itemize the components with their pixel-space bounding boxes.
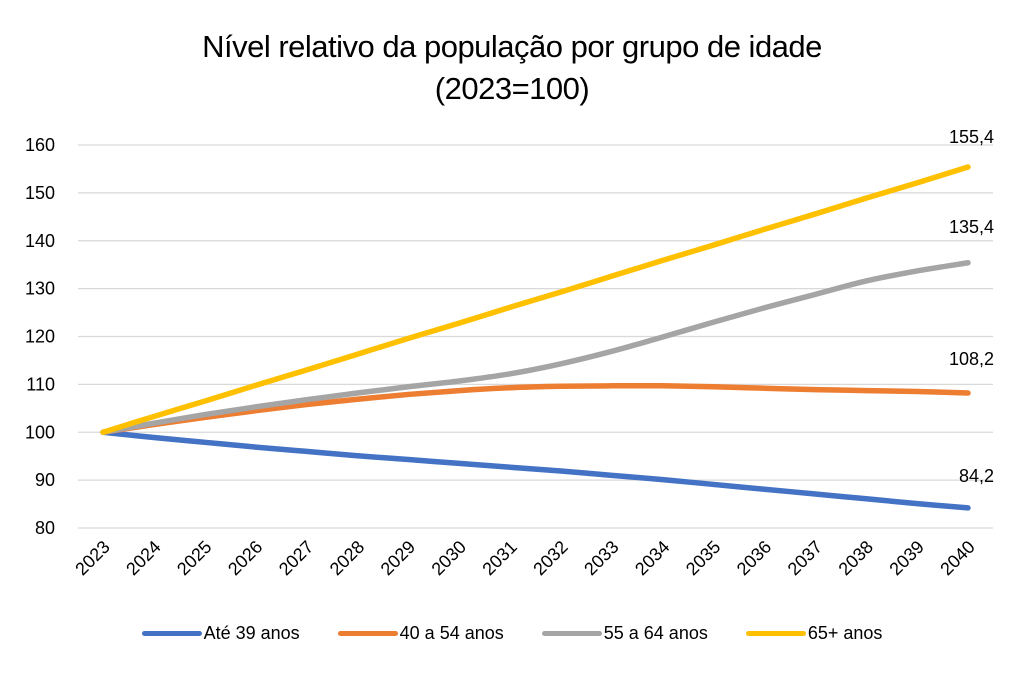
x-tick-label: 2026 [224, 537, 266, 579]
x-tick-label: 2027 [275, 537, 317, 579]
x-tick-label: 2023 [71, 537, 113, 579]
y-tick-label: 160 [25, 135, 55, 155]
x-tick-label: 2031 [478, 537, 520, 579]
y-tick-label: 80 [35, 518, 55, 538]
legend-item: Até 39 anos [141, 623, 300, 644]
legend-label: 55 a 64 anos [603, 623, 708, 643]
x-tick-label: 2024 [122, 537, 164, 579]
legend-label: 40 a 54 anos [399, 623, 504, 643]
data-label: 135,4 [949, 217, 994, 237]
y-tick-label: 130 [25, 279, 55, 299]
x-tick-label: 2033 [580, 537, 622, 579]
legend-swatch [541, 631, 602, 636]
y-tick-label: 90 [35, 470, 55, 490]
data-label: 155,4 [949, 127, 994, 147]
legend-item: 40 a 54 anos [337, 623, 504, 644]
x-tick-label: 2038 [835, 537, 877, 579]
legend-item: 55 a 64 anos [541, 623, 708, 644]
series-lines [100, 164, 971, 511]
x-tick-label: 2028 [326, 537, 368, 579]
x-tick-label: 2025 [173, 537, 215, 579]
data-label: 84,2 [959, 466, 994, 486]
y-axis-tick-labels: 160 150 140 130 120 110 100 90 80 [25, 135, 55, 538]
x-axis-tick-labels: 2023 2024 2025 2026 2027 2028 2029 2030 2031 2032… [71, 537, 978, 579]
y-tick-label: 150 [25, 183, 55, 203]
chart-title: Nível relativo da população por grupo de… [0, 26, 1024, 110]
chart-subtitle: (2023=100) [434, 71, 590, 106]
x-tick-label: 2029 [377, 537, 419, 579]
legend-swatch [745, 631, 806, 636]
series-line-at-39-anos [100, 429, 971, 511]
legend-label: Até 39 anos [203, 623, 300, 643]
series-line-55-a-64-anos [100, 260, 971, 435]
legend: Até 39 anos 40 a 54 anos 55 a 64 anos 65+ a… [0, 623, 1024, 644]
x-tick-label: 2037 [784, 537, 826, 579]
legend-item: 65+ anos [745, 623, 883, 644]
y-tick-label: 120 [25, 327, 55, 347]
y-tick-label: 100 [25, 422, 55, 442]
legend-label: 65+ anos [807, 623, 883, 643]
x-tick-label: 2030 [428, 537, 470, 579]
x-tick-label: 2036 [733, 537, 775, 579]
x-tick-label: 2039 [885, 537, 927, 579]
series-line-65-anos [100, 164, 971, 435]
x-tick-label: 2034 [631, 537, 673, 579]
data-label: 108,2 [949, 349, 994, 369]
x-tick-label: 2040 [936, 537, 978, 579]
legend-swatch [337, 631, 398, 636]
chart-title-line1: Nível relativo da população por grupo de… [202, 29, 822, 64]
y-tick-label: 110 [26, 374, 55, 394]
legend-swatch [141, 631, 202, 636]
series-line-40-a-54-anos [100, 382, 971, 435]
x-tick-label: 2035 [682, 537, 724, 579]
data-labels: 84,2 108,2 135,4 155,4 [949, 127, 994, 486]
y-tick-label: 140 [25, 231, 55, 251]
x-tick-label: 2032 [529, 537, 571, 579]
